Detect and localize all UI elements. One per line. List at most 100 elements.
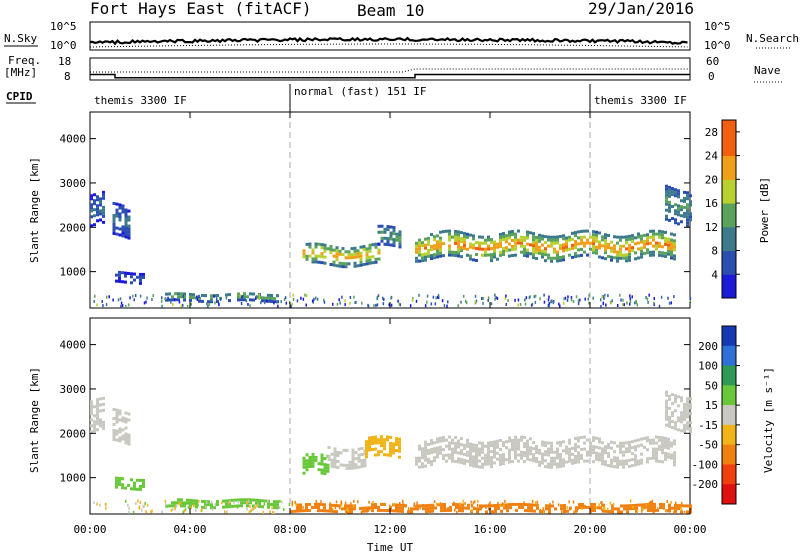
echo-cell	[527, 509, 530, 513]
echo-cell	[689, 218, 692, 222]
echo-cell	[462, 294, 465, 298]
echo-cell	[631, 237, 634, 241]
echo-cell	[189, 501, 192, 505]
echo-cell	[339, 503, 342, 507]
echo-cell	[508, 248, 511, 252]
echo-cell	[536, 500, 539, 504]
echo-cell	[433, 247, 436, 251]
echo-cell	[514, 450, 517, 454]
echo-cell	[686, 510, 689, 514]
echo-cell	[439, 236, 442, 240]
echo-cell	[586, 229, 589, 233]
echo-cell	[102, 408, 105, 412]
echo-cell	[619, 447, 622, 451]
echo-cell	[421, 450, 424, 454]
echo-cell	[336, 450, 340, 454]
echo-cell	[589, 235, 592, 239]
echo-cell	[454, 232, 457, 236]
echo-cell	[99, 418, 102, 422]
echo-cell	[427, 451, 430, 455]
echo-cell	[547, 244, 550, 248]
echo-cell	[527, 506, 530, 510]
echo-cell	[673, 454, 676, 458]
echo-cell	[115, 479, 118, 483]
echo-cell	[365, 452, 368, 456]
echo-cell	[520, 453, 523, 457]
echo-cell	[547, 298, 550, 302]
echo-cell	[689, 397, 692, 401]
echo-cell	[631, 240, 634, 244]
echo-cell	[142, 481, 145, 485]
echo-cell	[427, 251, 430, 255]
echo-cell	[398, 446, 401, 450]
echo-cell	[271, 506, 273, 510]
echo-cell	[351, 466, 355, 470]
echo-cell	[535, 444, 538, 448]
echo-cell	[534, 501, 537, 505]
echo-cell	[183, 295, 186, 299]
echo-cell	[348, 460, 352, 464]
echo-cell	[180, 498, 183, 502]
echo-cell	[574, 246, 577, 250]
echo-cell	[649, 241, 652, 245]
echo-cell	[477, 508, 480, 512]
echo-cell	[643, 245, 646, 249]
echo-cell	[395, 449, 398, 453]
echo-cell	[466, 441, 469, 445]
echo-cell	[686, 224, 689, 228]
echo-cell	[357, 456, 361, 460]
echo-cell	[297, 509, 299, 513]
echo-cell	[270, 299, 273, 303]
echo-cell	[514, 244, 517, 248]
echo-cell	[460, 255, 463, 259]
echo-cell	[127, 224, 131, 228]
echo-cell	[592, 248, 595, 252]
echo-cell	[372, 500, 374, 504]
echo-cell	[174, 292, 177, 296]
echo-cell	[559, 461, 562, 465]
echo-cell	[520, 456, 523, 460]
echo-cell	[592, 436, 595, 440]
echo-cell	[124, 280, 127, 284]
colorbar-swatch	[722, 167, 736, 174]
echo-cell	[494, 507, 497, 511]
echo-cell	[457, 442, 460, 446]
echo-cell	[470, 500, 472, 504]
echo-cell	[442, 436, 445, 440]
echo-cell	[374, 503, 377, 507]
echo-cell	[461, 506, 464, 510]
echo-cell	[345, 510, 347, 514]
echo-cell	[637, 462, 640, 466]
echo-cell	[424, 446, 427, 450]
echo-cell	[127, 483, 130, 487]
nsky-label: N.Sky	[4, 32, 37, 45]
echo-cell	[550, 256, 553, 260]
echo-cell	[595, 454, 598, 458]
echo-cell	[439, 439, 442, 443]
echo-cell	[665, 214, 668, 218]
echo-cell	[574, 455, 577, 459]
echo-cell	[552, 301, 555, 305]
echo-cell	[276, 300, 278, 304]
echo-cell	[686, 212, 689, 216]
echo-cell	[481, 235, 484, 239]
echo-cell	[478, 235, 481, 239]
echo-cell	[351, 457, 355, 461]
echo-cell	[658, 235, 661, 239]
echo-cell	[210, 294, 213, 298]
echo-cell	[96, 398, 99, 402]
echo-cell	[601, 459, 604, 463]
colorbar-swatch	[722, 256, 736, 263]
echo-cell	[647, 506, 650, 510]
echo-cell	[276, 294, 279, 298]
echo-cell	[353, 249, 357, 253]
x-tick-label: 20:00	[573, 523, 606, 536]
echo-cell	[619, 244, 622, 248]
echo-cell	[667, 240, 670, 244]
echo-cell	[505, 237, 508, 241]
colorbar-swatch	[722, 191, 736, 198]
echo-cell	[415, 459, 418, 463]
echo-cell	[490, 465, 493, 469]
echo-cell	[96, 419, 99, 423]
echo-cell	[299, 506, 302, 510]
